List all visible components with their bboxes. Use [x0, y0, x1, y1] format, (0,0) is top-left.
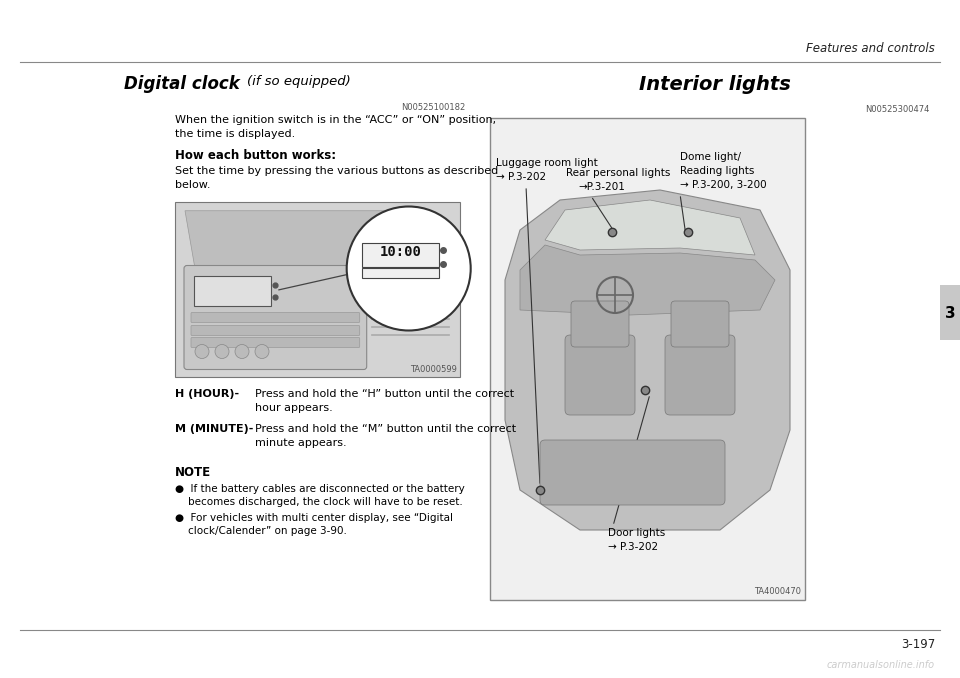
Text: 3: 3 — [945, 306, 955, 321]
FancyBboxPatch shape — [940, 285, 960, 340]
Text: NOTE: NOTE — [175, 466, 211, 479]
Text: Luggage room light: Luggage room light — [496, 158, 598, 168]
Text: N00525100182: N00525100182 — [400, 103, 465, 112]
Text: ●  For vehicles with multi center display, see “Digital: ● For vehicles with multi center display… — [175, 513, 453, 523]
Text: →P.3-201: →P.3-201 — [578, 182, 625, 192]
Text: 3-197: 3-197 — [900, 638, 935, 651]
Circle shape — [195, 344, 209, 359]
FancyBboxPatch shape — [665, 335, 735, 415]
Circle shape — [347, 207, 470, 330]
FancyBboxPatch shape — [191, 313, 360, 323]
Text: Digital clock: Digital clock — [124, 75, 245, 93]
Text: Features and controls: Features and controls — [806, 42, 935, 55]
Text: hour appears.: hour appears. — [255, 403, 333, 413]
Text: → P.3-202: → P.3-202 — [608, 542, 659, 552]
Text: Door lights: Door lights — [608, 528, 665, 538]
Polygon shape — [520, 245, 775, 315]
Text: N00525300474: N00525300474 — [866, 105, 930, 114]
FancyBboxPatch shape — [565, 335, 635, 415]
Polygon shape — [505, 190, 790, 530]
FancyBboxPatch shape — [571, 301, 629, 347]
Text: below.: below. — [175, 180, 210, 190]
FancyBboxPatch shape — [191, 325, 360, 336]
FancyBboxPatch shape — [184, 266, 367, 370]
Text: 10:00: 10:00 — [379, 245, 421, 258]
Text: → P.3-200, 3-200: → P.3-200, 3-200 — [680, 180, 767, 190]
Text: clock/Calender” on page 3-90.: clock/Calender” on page 3-90. — [175, 526, 347, 536]
Text: H (HOUR)-: H (HOUR)- — [175, 389, 239, 399]
Text: M (MINUTE)-: M (MINUTE)- — [175, 424, 253, 434]
FancyBboxPatch shape — [175, 202, 460, 377]
Text: Reading lights: Reading lights — [680, 166, 755, 176]
FancyBboxPatch shape — [194, 275, 271, 306]
Text: TA4000470: TA4000470 — [754, 587, 801, 596]
Text: ●  If the battery cables are disconnected or the battery: ● If the battery cables are disconnected… — [175, 484, 465, 494]
FancyBboxPatch shape — [490, 118, 805, 600]
Text: How each button works:: How each button works: — [175, 149, 336, 162]
Text: carmanualsonline.info: carmanualsonline.info — [827, 660, 935, 670]
FancyBboxPatch shape — [540, 440, 725, 505]
Text: Dome light/: Dome light/ — [680, 152, 741, 162]
Text: Set the time by pressing the various buttons as described: Set the time by pressing the various but… — [175, 166, 498, 176]
Polygon shape — [185, 211, 389, 268]
Circle shape — [255, 344, 269, 359]
FancyBboxPatch shape — [191, 338, 360, 348]
Polygon shape — [545, 200, 755, 255]
Text: TA0000599: TA0000599 — [410, 365, 457, 374]
FancyBboxPatch shape — [671, 301, 729, 347]
FancyBboxPatch shape — [362, 268, 439, 277]
Text: Interior lights: Interior lights — [639, 75, 791, 94]
Text: (if so equipped): (if so equipped) — [247, 75, 350, 88]
Text: When the ignition switch is in the “ACC” or “ON” position,: When the ignition switch is in the “ACC”… — [175, 115, 496, 125]
Text: the time is displayed.: the time is displayed. — [175, 129, 296, 139]
Text: Press and hold the “M” button until the correct: Press and hold the “M” button until the … — [255, 424, 516, 434]
FancyBboxPatch shape — [362, 243, 439, 266]
Text: becomes discharged, the clock will have to be reset.: becomes discharged, the clock will have … — [175, 497, 463, 507]
Text: Rear personal lights: Rear personal lights — [566, 168, 670, 178]
Text: → P.3-202: → P.3-202 — [496, 172, 546, 182]
Text: minute appears.: minute appears. — [255, 438, 347, 448]
Circle shape — [215, 344, 229, 359]
Circle shape — [235, 344, 249, 359]
Text: Press and hold the “H” button until the correct: Press and hold the “H” button until the … — [255, 389, 515, 399]
